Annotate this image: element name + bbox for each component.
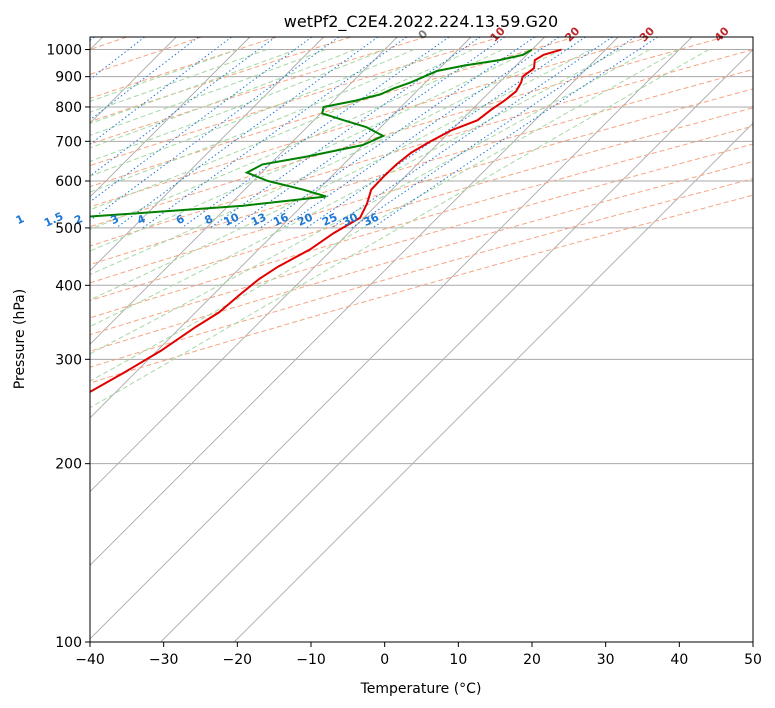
x-tick-label: −10 xyxy=(296,652,326,668)
mixing-ratio-line xyxy=(331,37,613,229)
mixing-ratio-line xyxy=(90,37,145,80)
x-tick-label: −20 xyxy=(223,652,253,668)
dry-adiabat-label: 20 xyxy=(562,24,582,44)
moist-adiabat-line xyxy=(90,49,326,136)
moist-adiabat-line xyxy=(90,49,267,113)
isotherm-line xyxy=(90,37,693,640)
mixing-ratio-label: 16 xyxy=(271,210,291,228)
x-tick-label: −40 xyxy=(75,652,105,668)
moist-adiabat-line xyxy=(90,49,621,328)
mixing-ratio-line xyxy=(90,37,199,121)
y-axis-label: Pressure (hPa) xyxy=(12,289,28,389)
y-tick-label: 900 xyxy=(55,70,82,86)
y-tick-label: 300 xyxy=(55,352,82,368)
moist-adiabat-line xyxy=(90,49,474,211)
dry-adiabat-line xyxy=(90,194,753,384)
mixing-ratio-label: 20 xyxy=(295,210,315,228)
dry-adiabat-line xyxy=(90,37,202,75)
mixing-ratio-line xyxy=(181,37,450,229)
moist-adiabat-line xyxy=(90,49,503,230)
dry-adiabat-line xyxy=(90,125,753,319)
y-tick-label: 1000 xyxy=(46,43,82,59)
dry-adiabat-line xyxy=(90,37,650,208)
mixing-ratio-line xyxy=(209,37,481,229)
y-tick-label: 500 xyxy=(55,221,82,237)
mixing-ratio-label: 13 xyxy=(249,211,268,229)
dry-adiabat-label: 40 xyxy=(712,24,732,44)
dewpoint-profile-line xyxy=(90,48,533,218)
mixing-ratio-label: 6 xyxy=(174,212,187,227)
mixing-ratio-line xyxy=(115,37,379,229)
moist-adiabat-line xyxy=(90,49,533,252)
dry-adiabat-line xyxy=(90,160,753,352)
x-tick-label: 10 xyxy=(449,652,467,668)
plot-frame xyxy=(89,36,754,643)
isotherm-line xyxy=(160,48,753,642)
y-tick-label: 200 xyxy=(55,457,82,473)
moist-adiabat-line xyxy=(90,49,562,276)
dry-adiabat-line xyxy=(90,68,753,266)
mixing-ratio-label: 1 xyxy=(14,212,26,227)
dry-adiabat-line xyxy=(90,178,753,368)
background-lines xyxy=(90,37,753,642)
isotherm-line xyxy=(90,37,472,419)
dry-adiabat-line xyxy=(90,49,753,247)
isotherm-line xyxy=(90,37,398,345)
x-tick-label: 30 xyxy=(597,652,615,668)
axis-ticks: −40 −30 −20 −10 0 10 20 30 40 50 100 200 300 400 500 60… xyxy=(46,43,762,668)
mixing-ratio-line xyxy=(142,37,407,229)
x-tick-label: −30 xyxy=(149,652,179,668)
isotherm-line xyxy=(233,122,753,642)
profile-lines xyxy=(90,48,562,394)
x-tick-label: 50 xyxy=(744,652,762,668)
line-labels: 0.10.20.40.611.5234681013162025303601020… xyxy=(14,24,732,229)
y-tick-label: 800 xyxy=(55,100,82,116)
dry-adiabat-line xyxy=(90,37,351,123)
mixing-ratio-line xyxy=(90,37,339,222)
mixing-ratio-line xyxy=(282,37,560,229)
mixing-ratio-line xyxy=(90,37,95,42)
mixing-ratio-line xyxy=(90,37,232,145)
dry-adiabat-line xyxy=(90,107,753,302)
dry-adiabat-line xyxy=(90,37,426,145)
x-axis-label: Temperature (°C) xyxy=(360,681,482,697)
dry-adiabat-line xyxy=(90,37,501,167)
mixing-ratio-label: 30 xyxy=(341,210,361,228)
x-tick-label: 0 xyxy=(380,652,389,668)
dry-adiabat-label: 30 xyxy=(637,24,657,44)
dry-adiabat-line xyxy=(90,37,576,188)
temperature-profile-line xyxy=(90,48,562,394)
isotherm-line xyxy=(90,37,619,566)
x-tick-label: 40 xyxy=(670,652,688,668)
chart-title: wetPf2_C2E4.2022.224.13.59.G20 xyxy=(284,12,558,32)
mixing-ratio-label: 25 xyxy=(320,211,339,229)
isotherm-line xyxy=(90,37,324,272)
mixing-ratio-label: 10 xyxy=(222,210,242,228)
isotherm-line xyxy=(90,37,251,198)
mixing-ratio-label: 36 xyxy=(361,210,381,228)
x-tick-label: 20 xyxy=(523,652,541,668)
mixing-ratio-line xyxy=(351,37,636,229)
y-tick-label: 100 xyxy=(55,635,82,651)
mixing-ratio-line xyxy=(372,37,658,229)
moist-adiabat-line xyxy=(90,49,415,177)
dry-adiabat-line xyxy=(90,143,753,336)
mixing-ratio-line xyxy=(232,37,506,229)
y-tick-label: 400 xyxy=(55,278,82,294)
dry-adiabat-line xyxy=(90,88,753,284)
moist-adiabat-line xyxy=(90,49,710,409)
moist-adiabat-line xyxy=(90,49,680,382)
y-tick-label: 600 xyxy=(55,174,82,190)
y-tick-label: 700 xyxy=(55,134,82,150)
dry-adiabat-line xyxy=(90,37,725,228)
moist-adiabat-line xyxy=(90,49,385,162)
moist-adiabat-line xyxy=(90,49,297,125)
